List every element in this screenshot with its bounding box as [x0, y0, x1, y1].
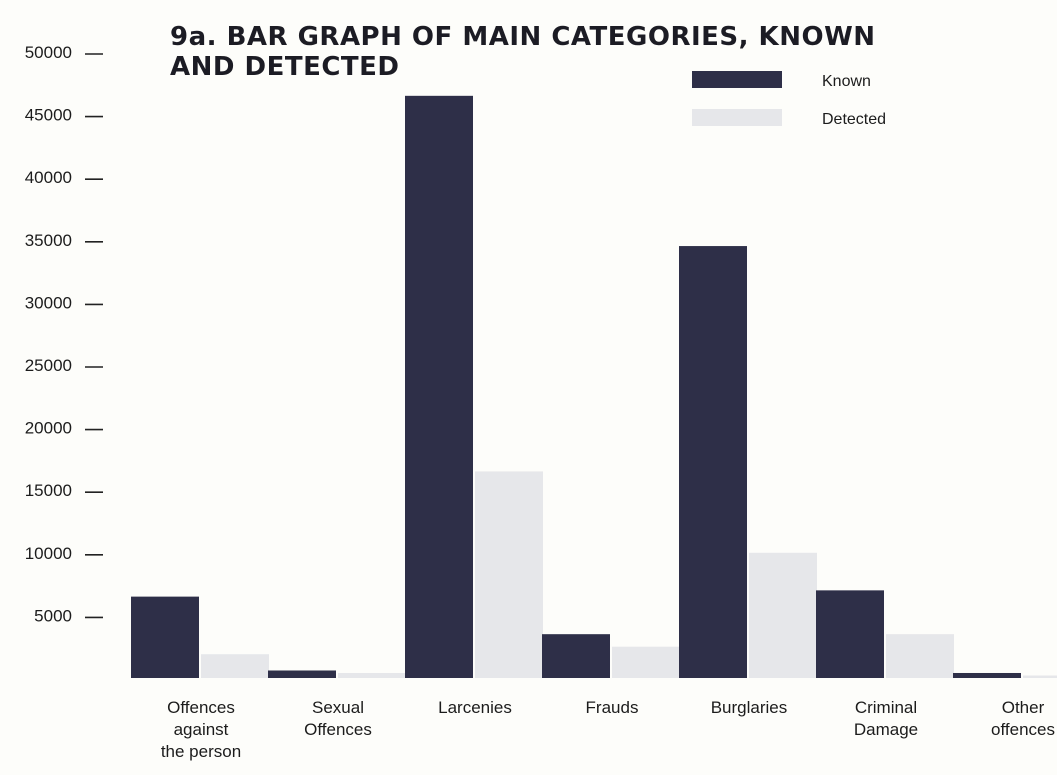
bar-detected	[612, 646, 680, 678]
legend-label-known: Known	[822, 73, 871, 90]
x-category-label: Other	[1002, 698, 1045, 717]
chart-title-line-2: AND DETECTED	[170, 52, 400, 82]
bar-known	[131, 596, 199, 678]
x-category-label: Frauds	[586, 698, 639, 717]
bar-detected	[201, 654, 269, 678]
legend-label-detected: Detected	[822, 111, 886, 128]
x-axis-labels: Offences against the person Sexual Offences L…	[161, 698, 1055, 761]
bar-known	[405, 95, 473, 678]
x-category-label: Criminal	[855, 698, 917, 717]
x-category-label: offences	[991, 720, 1055, 739]
y-tick-label: 15000	[25, 481, 72, 500]
bar-known	[816, 590, 884, 678]
y-tick-label: 20000	[25, 419, 72, 438]
bar-detected	[749, 552, 817, 678]
y-tick-label: 50000	[25, 43, 72, 62]
x-category-label: the person	[161, 742, 241, 761]
bar-detected	[475, 471, 543, 678]
chart-title-line-1: 9a. BAR GRAPH OF MAIN CATEGORIES, KNOWN	[170, 22, 876, 52]
bar-detected	[338, 672, 406, 678]
y-tick-label: 5000	[34, 606, 72, 625]
y-tick-label: 40000	[25, 168, 72, 187]
legend-swatch-known	[692, 71, 782, 88]
bar-known	[268, 670, 336, 678]
y-axis: 50000 45000 40000 35000 30000 25000 20000 15000…	[25, 43, 103, 625]
bar-known	[953, 672, 1021, 678]
legend: Known Detected	[692, 71, 886, 128]
y-tick-label: 25000	[25, 356, 72, 375]
x-category-label: Offences	[304, 720, 372, 739]
x-category-label: Offences	[167, 698, 235, 717]
x-category-label: Sexual	[312, 698, 364, 717]
x-category-label: Larcenies	[438, 698, 512, 717]
x-category-label: Burglaries	[711, 698, 788, 717]
bar-known	[679, 246, 747, 678]
bars	[131, 95, 1057, 678]
y-tick-label: 45000	[25, 106, 72, 125]
y-tick-label: 35000	[25, 231, 72, 250]
x-category-label: Damage	[854, 720, 918, 739]
bar-detected	[886, 634, 954, 678]
x-category-label: against	[174, 720, 229, 739]
legend-swatch-detected	[692, 109, 782, 126]
y-tick-label: 10000	[25, 544, 72, 563]
bar-known	[542, 634, 610, 678]
y-tick-label: 30000	[25, 293, 72, 312]
bar-detected	[1023, 675, 1057, 678]
